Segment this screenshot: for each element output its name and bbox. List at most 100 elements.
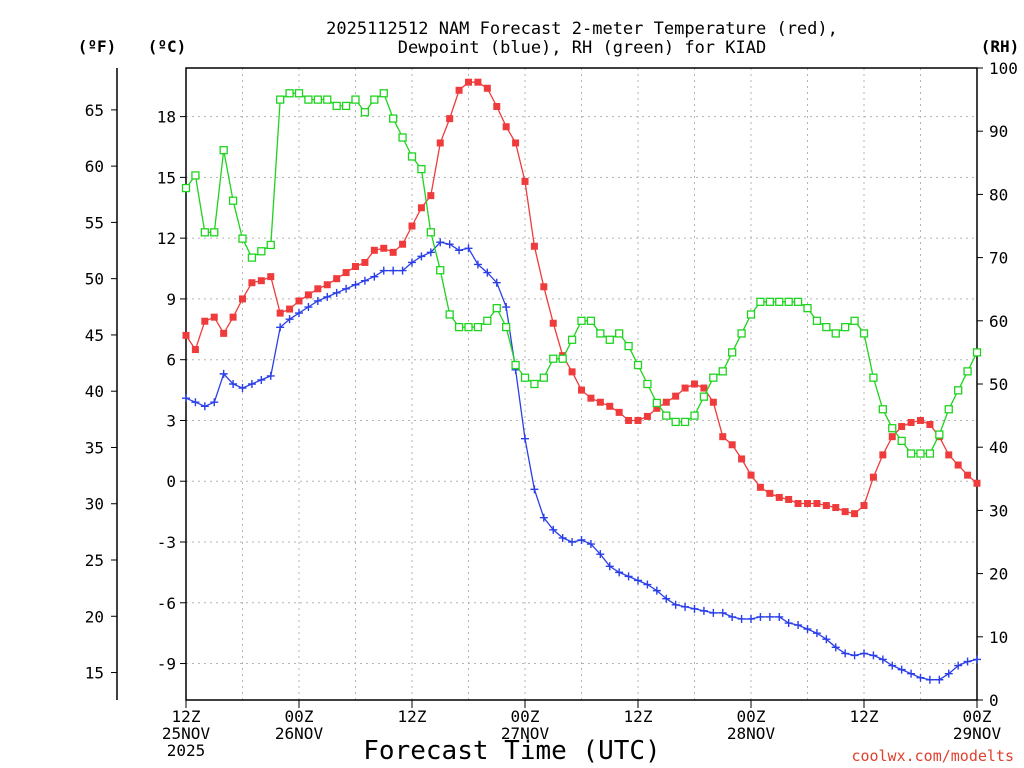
dewpoint-point	[624, 572, 633, 581]
relative-humidity-point	[935, 430, 944, 439]
temperature-point	[191, 346, 199, 354]
dewpoint-point	[916, 673, 925, 682]
relative-humidity-point	[859, 329, 869, 338]
relative-humidity-point	[323, 95, 332, 104]
relative-humidity-point	[925, 449, 935, 458]
dewpoint-point	[445, 240, 454, 249]
relative-humidity-point	[737, 329, 746, 338]
dewpoint-point	[605, 562, 614, 571]
dewpoint-point	[464, 244, 473, 253]
dewpoint-point	[313, 296, 322, 305]
dewpoint-point	[935, 675, 944, 684]
relative-humidity-point	[793, 297, 803, 306]
temperature-point	[210, 313, 218, 321]
dewpoint-point	[596, 550, 605, 559]
relative-humidity-point	[492, 304, 501, 313]
series-layer	[181, 78, 982, 684]
dewpoint-point	[549, 525, 558, 534]
fahrenheit-unit-label: (ºF)	[78, 37, 117, 56]
dewpoint-point	[803, 625, 812, 634]
dewpoint-point	[473, 260, 482, 269]
relative-humidity-point	[549, 354, 558, 363]
temperature-point	[380, 244, 388, 252]
rh-tick-label: 30	[989, 501, 1008, 520]
relative-humidity-point	[511, 360, 520, 370]
dewpoint-point	[775, 612, 784, 621]
credit-text: coolwx.com/modelts	[851, 747, 1014, 765]
dewpoint-point	[869, 651, 878, 660]
fahrenheit-tick-label: 15	[85, 664, 104, 683]
relative-humidity-point	[728, 348, 737, 357]
celsius-tick-label: 9	[166, 290, 176, 309]
relative-humidity-point	[276, 95, 285, 104]
relative-humidity-point	[690, 411, 699, 420]
dewpoint-point	[888, 661, 897, 670]
dewpoint-point	[681, 602, 690, 611]
dewpoint-point	[831, 643, 840, 652]
dewpoint-point	[850, 651, 859, 660]
rh-tick-label: 90	[989, 122, 1008, 141]
rh-tick-label: 70	[989, 249, 1008, 268]
dewpoint-point	[492, 278, 501, 287]
relative-humidity-point	[615, 329, 624, 338]
dewpoint-point	[586, 540, 595, 549]
relative-humidity-point	[643, 379, 652, 389]
dewpoint-point	[794, 621, 803, 630]
dewpoint-point	[360, 276, 369, 285]
dewpoint-point	[671, 600, 680, 609]
temperature-point	[954, 461, 962, 469]
relative-humidity-point	[530, 379, 539, 389]
celsius-tick-label: 0	[166, 472, 176, 491]
relative-humidity-point	[464, 322, 473, 332]
relative-humidity-point	[897, 436, 906, 446]
temperature-point	[493, 102, 501, 110]
dewpoint-point	[973, 655, 981, 664]
rh-tick-label: 50	[989, 375, 1008, 394]
temperature-point	[521, 177, 529, 185]
time-tick-label: 2025	[167, 741, 206, 760]
dewpoint-point	[426, 248, 435, 257]
temperature-point	[973, 479, 981, 487]
temperature-point	[239, 295, 246, 303]
temperature-point	[681, 384, 689, 392]
fahrenheit-tick-label: 40	[85, 382, 104, 401]
dewpoint-point	[737, 614, 746, 623]
rh-tick-label: 20	[989, 565, 1008, 584]
temperature-point	[964, 471, 972, 479]
temperature-point	[267, 273, 275, 281]
gridlines	[186, 68, 977, 700]
relative-humidity-point	[407, 152, 417, 161]
temperature-point	[248, 279, 256, 287]
relative-humidity-point	[436, 266, 445, 275]
relative-humidity-point	[963, 367, 972, 376]
temperature-point	[427, 192, 435, 200]
temperature-point	[596, 398, 604, 406]
fahrenheit-tick-label: 45	[85, 326, 104, 345]
temperature-point	[606, 402, 614, 410]
relative-humidity-point	[718, 367, 727, 376]
relative-humidity-point	[577, 316, 586, 325]
dewpoint-point	[238, 384, 247, 393]
dewpoint-point	[699, 606, 708, 615]
dewpoint-point	[285, 315, 294, 324]
relative-humidity-point	[756, 297, 765, 306]
dewpoint-point	[643, 580, 652, 589]
time-tick-label: 26NOV	[275, 724, 324, 743]
temperature-point	[728, 441, 736, 449]
relative-humidity-point	[351, 95, 360, 104]
time-tick-label: 00Z	[511, 707, 540, 726]
temperature-point	[813, 500, 821, 508]
dewpoint-point	[210, 398, 219, 407]
temperature-point	[662, 398, 670, 406]
fahrenheit-tick-label: 60	[85, 157, 104, 176]
temperature-point	[314, 285, 322, 293]
temperature-point	[530, 242, 538, 250]
temperature-point	[399, 240, 407, 248]
temperature-point	[229, 313, 237, 321]
temperature-point	[389, 248, 397, 256]
relative-humidity-point	[200, 228, 209, 237]
rh-tick-label: 40	[989, 438, 1008, 457]
dewpoint-point	[634, 576, 642, 585]
dewpoint-point	[417, 252, 426, 261]
